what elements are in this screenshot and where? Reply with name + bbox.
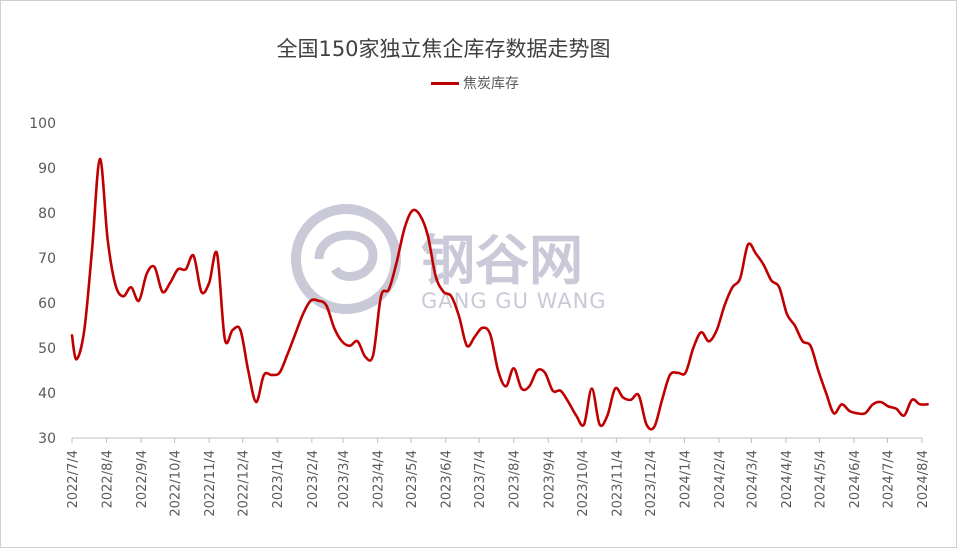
y-tick-label: 80 bbox=[38, 206, 56, 222]
watermark-en: GANG GU WANG bbox=[421, 289, 607, 313]
x-tick-label: 2023/8/4 bbox=[508, 450, 523, 508]
x-tick-label: 2024/4/4 bbox=[780, 450, 795, 508]
x-tick-label: 2023/4/4 bbox=[372, 450, 387, 508]
x-tick-label: 2023/1/4 bbox=[271, 450, 286, 508]
x-tick-label: 2022/7/4 bbox=[66, 450, 81, 508]
x-tick-label: 2023/2/4 bbox=[306, 450, 321, 508]
x-tick-label: 2024/5/4 bbox=[813, 450, 828, 508]
y-tick-label: 90 bbox=[38, 161, 56, 177]
x-tick-label: 2024/6/4 bbox=[848, 450, 863, 508]
legend: 焦炭库存 bbox=[431, 73, 519, 93]
x-tick-label: 2022/10/4 bbox=[169, 450, 184, 517]
legend-label: 焦炭库存 bbox=[463, 76, 519, 92]
axes: 30 40 50 60 70 80 90 100 2022/7/4 2022/8/4 2022/9/… bbox=[29, 116, 931, 517]
x-tick-label: 2024/7/4 bbox=[881, 450, 896, 508]
series-line-coke-inventory bbox=[70, 157, 929, 431]
legend-swatch bbox=[431, 81, 459, 85]
x-tick-label: 2024/3/4 bbox=[745, 450, 760, 508]
x-tick-label: 2023/9/4 bbox=[542, 450, 557, 508]
series-group bbox=[70, 157, 929, 431]
x-tick-label: 2023/3/4 bbox=[337, 450, 352, 508]
x-tick-label: 2023/12/4 bbox=[644, 450, 659, 517]
x-tick-label: 2023/10/4 bbox=[576, 450, 591, 517]
chart-title: 全国150家独立焦企库存数据走势图 bbox=[276, 37, 611, 61]
y-tick-label: 50 bbox=[38, 341, 56, 357]
x-tick-label: 2023/11/4 bbox=[610, 450, 625, 517]
watermark-logo-swirl bbox=[314, 230, 378, 281]
y-tick-label: 60 bbox=[38, 296, 56, 312]
x-tick-label: 2022/12/4 bbox=[237, 450, 252, 517]
x-tick-label: 2023/6/4 bbox=[440, 450, 455, 508]
x-tick-label: 2022/9/4 bbox=[135, 450, 150, 508]
x-tick-label: 2024/8/4 bbox=[916, 450, 931, 508]
x-tick-label: 2023/5/4 bbox=[405, 450, 420, 508]
x-tick-label: 2022/11/4 bbox=[203, 450, 218, 517]
watermark-cn: 钢谷网 bbox=[421, 229, 583, 292]
x-tick-label: 2024/1/4 bbox=[678, 450, 693, 508]
watermark-logo-ring bbox=[291, 204, 401, 314]
y-tick-label: 40 bbox=[38, 386, 56, 402]
y-tick-label: 30 bbox=[38, 431, 56, 447]
x-tick-label: 2023/7/4 bbox=[473, 450, 488, 508]
y-tick-label: 70 bbox=[38, 251, 56, 267]
x-tick-label: 2024/2/4 bbox=[713, 450, 728, 508]
x-tick-label: 2022/8/4 bbox=[101, 450, 116, 508]
y-tick-label: 100 bbox=[29, 116, 56, 132]
